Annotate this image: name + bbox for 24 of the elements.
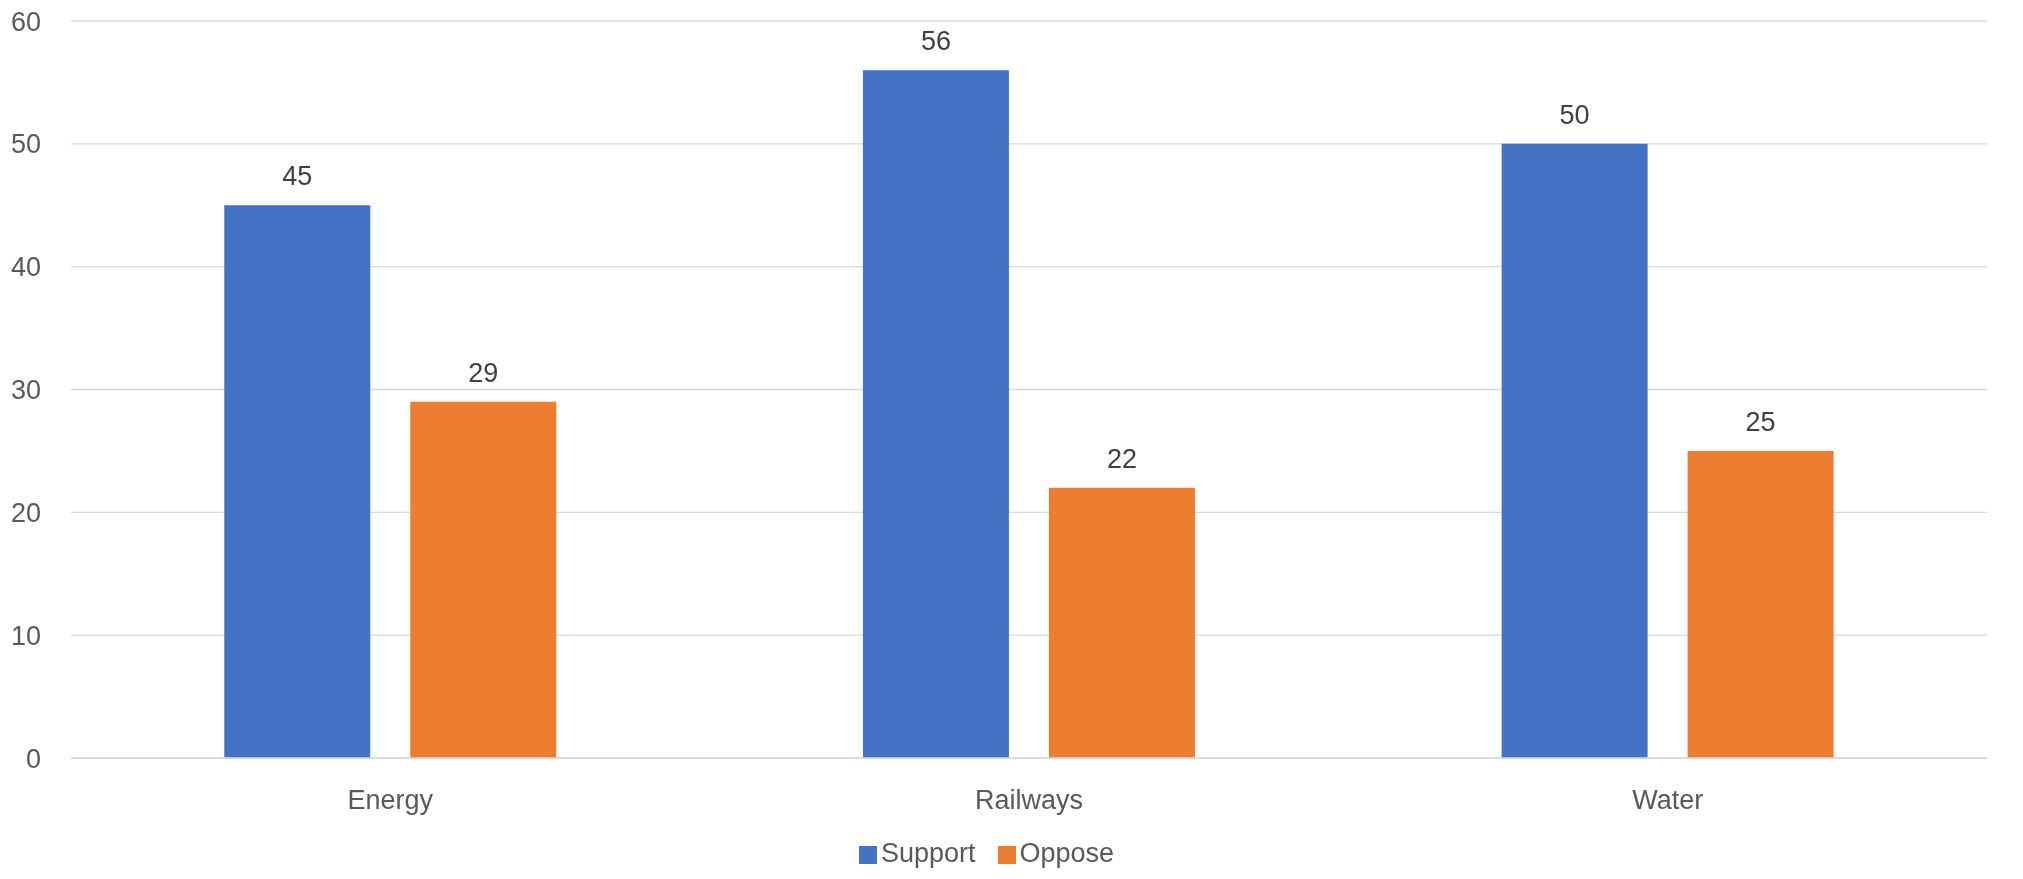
bar: [224, 205, 371, 758]
bar: [862, 70, 1009, 758]
y-tick-label: 20: [10, 497, 41, 528]
legend-label: Support: [880, 838, 976, 868]
x-tick-label: Energy: [347, 785, 434, 816]
bar: [410, 401, 557, 758]
data-label: 22: [1106, 443, 1137, 474]
y-tick-label: 40: [10, 252, 41, 283]
data-label: 45: [282, 161, 313, 192]
y-tick-label: 10: [10, 620, 41, 651]
data-label: 56: [920, 26, 951, 57]
y-tick-label: 0: [25, 743, 41, 774]
y-tick-label: 60: [10, 6, 41, 37]
data-label: 29: [468, 357, 499, 388]
data-label: 50: [1559, 99, 1590, 130]
y-tick-label: 30: [10, 375, 41, 406]
y-tick-label: 50: [10, 129, 41, 160]
bar: [1687, 450, 1834, 758]
bar: [1501, 143, 1648, 758]
x-tick-label: Water: [1632, 785, 1704, 816]
legend-label: Oppose: [1019, 838, 1115, 868]
x-tick-label: Railways: [974, 785, 1084, 816]
bar: [1048, 487, 1195, 758]
data-label: 25: [1745, 406, 1776, 437]
